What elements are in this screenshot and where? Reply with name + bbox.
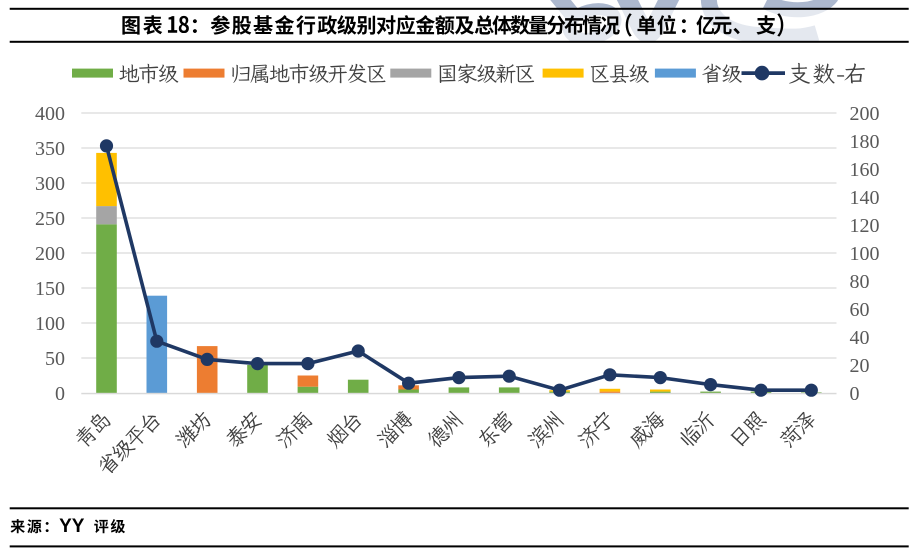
svg-text:150: 150	[35, 278, 65, 300]
svg-text:0: 0	[850, 383, 860, 405]
svg-text:200: 200	[35, 243, 65, 265]
svg-text:140: 140	[850, 187, 880, 209]
svg-text:0: 0	[55, 383, 65, 405]
svg-text:50: 50	[45, 348, 65, 370]
svg-text:YY: YY	[59, 516, 85, 537]
svg-text:120: 120	[850, 215, 880, 237]
svg-text:60: 60	[850, 299, 870, 321]
svg-text:160: 160	[850, 159, 880, 181]
svg-text:100: 100	[35, 313, 65, 335]
svg-text:300: 300	[35, 173, 65, 195]
svg-text:350: 350	[35, 138, 65, 160]
svg-text:20: 20	[850, 355, 870, 377]
svg-text:250: 250	[35, 208, 65, 230]
svg-text:80: 80	[850, 271, 870, 293]
svg-text:100: 100	[850, 243, 880, 265]
svg-text:400: 400	[35, 103, 65, 125]
svg-text:180: 180	[850, 131, 880, 153]
svg-text:40: 40	[850, 327, 870, 349]
svg-text:200: 200	[850, 103, 880, 125]
